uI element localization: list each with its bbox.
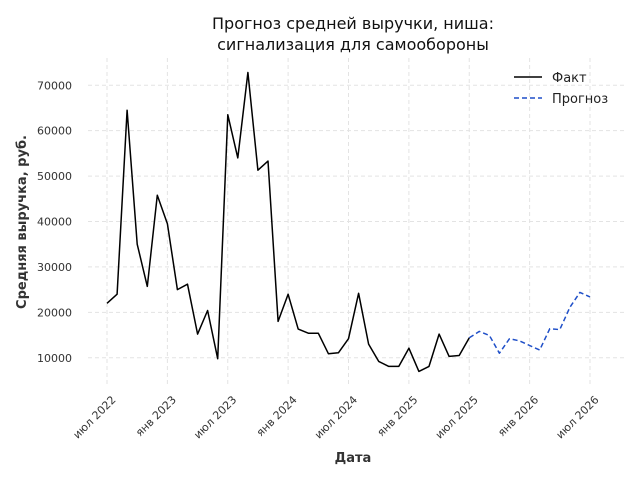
legend-label-fact: Факт <box>552 71 587 86</box>
x-tick-label: июл 2022 <box>71 393 119 441</box>
y-tick-label: 10000 <box>37 352 72 365</box>
series-line-forecast <box>468 291 591 354</box>
x-tick-label: янв 2023 <box>133 393 179 439</box>
chart-title-line-1: Прогноз средней выручки, ниша: <box>212 14 494 33</box>
grid <box>88 58 624 385</box>
chart-title-line-2: сигнализация для самообороны <box>217 35 489 54</box>
legend: Факт Прогноз <box>514 71 608 107</box>
y-tick-label: 60000 <box>37 125 72 138</box>
x-axis-ticks: июл 2022 янв 2023 июл 2023 янв 2024 июл 2024… <box>71 393 602 441</box>
y-tick-label: 30000 <box>37 261 72 274</box>
y-tick-label: 20000 <box>37 306 72 319</box>
series-line-fact <box>106 71 470 373</box>
y-axis-ticks: 10000 20000 30000 40000 50000 60000 70000 <box>37 79 72 365</box>
x-tick-label: янв 2024 <box>254 393 300 439</box>
y-tick-label: 40000 <box>37 216 72 229</box>
y-tick-label: 70000 <box>37 79 72 92</box>
x-axis-label: Дата <box>335 451 372 466</box>
x-tick-label: июл 2026 <box>554 393 602 441</box>
x-tick-label: янв 2025 <box>375 393 421 439</box>
x-tick-label: июл 2024 <box>312 393 360 441</box>
y-axis-label: Средняя выручка, руб. <box>15 135 30 309</box>
y-tick-label: 50000 <box>37 170 72 183</box>
x-tick-label: июл 2023 <box>191 393 239 441</box>
x-tick-label: июл 2025 <box>433 393 481 441</box>
x-tick-label: янв 2026 <box>495 393 541 439</box>
legend-label-forecast: Прогноз <box>552 92 608 107</box>
series-lines <box>106 71 591 373</box>
